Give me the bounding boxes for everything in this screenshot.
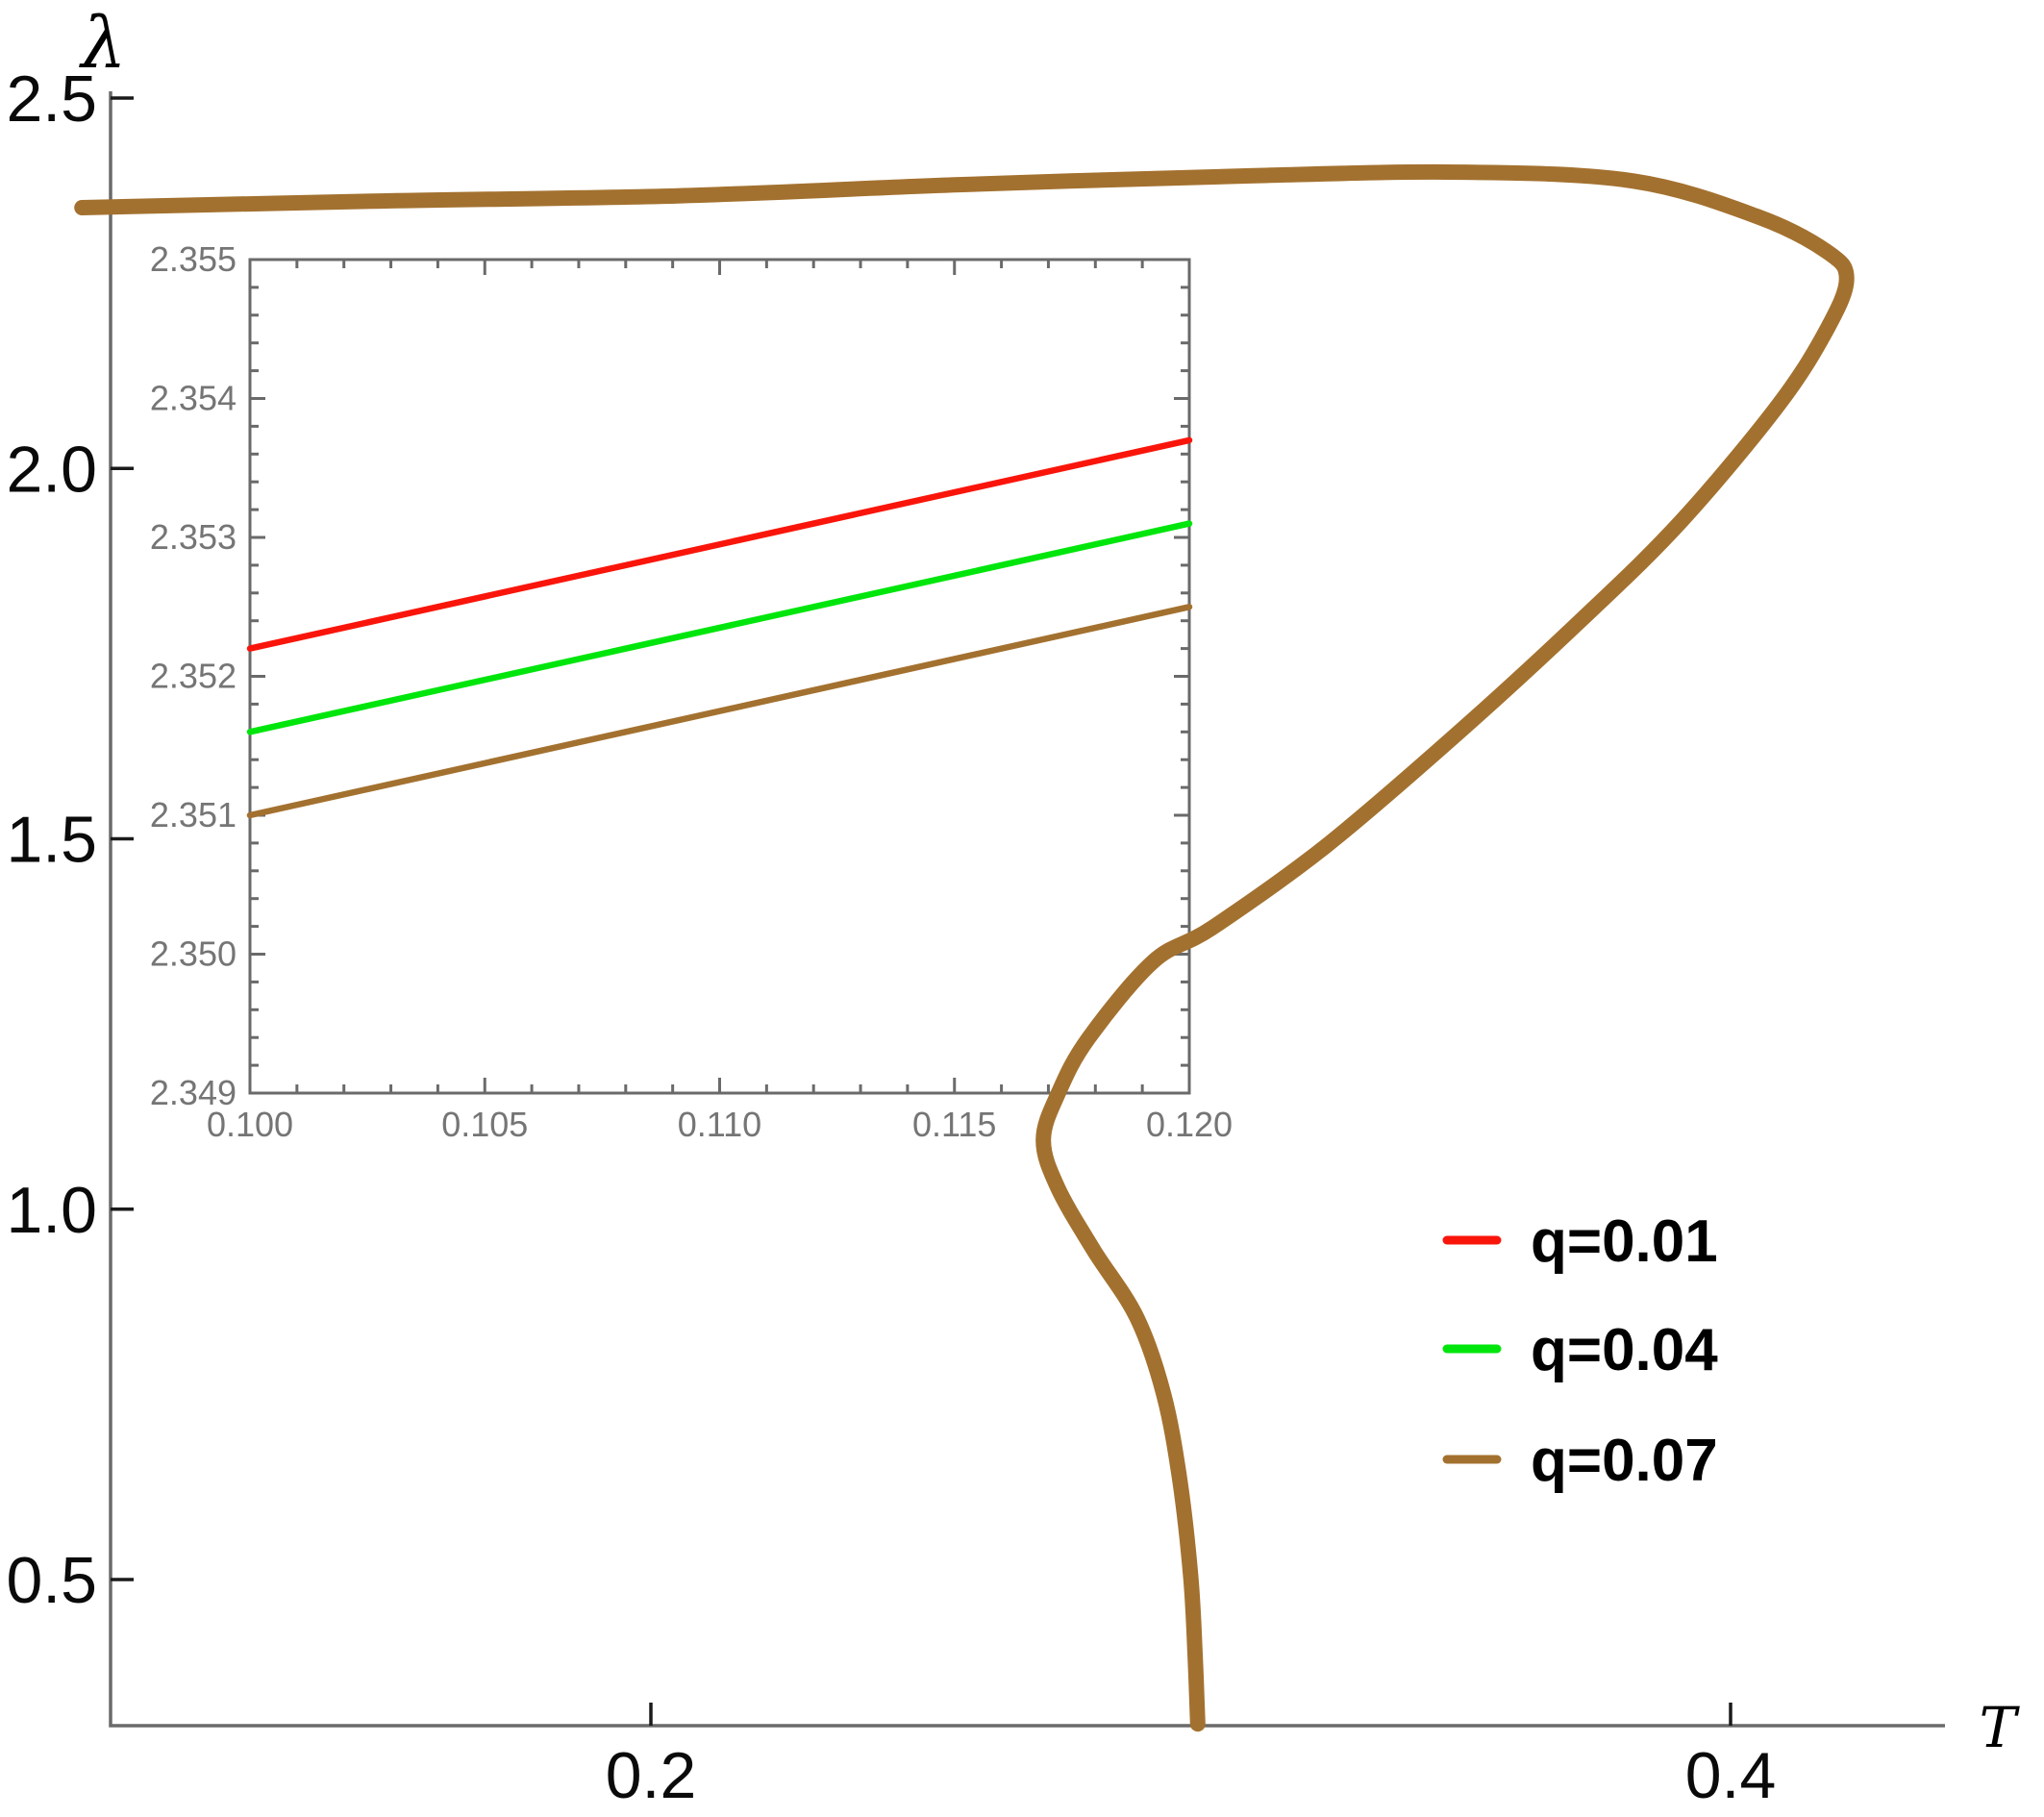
inset-y-tick-label-6: 2.355	[150, 239, 237, 279]
inset-y-tick-label-0: 2.349	[150, 1073, 237, 1112]
inset-line-q007	[246, 604, 1193, 819]
legend-label-3: q=0.07	[1531, 1428, 1718, 1494]
main-y-tick-label-2.5: 2.5	[6, 62, 97, 136]
inset-line-q004	[246, 520, 1193, 735]
main-axis-tick-labels: 2.5 2.0 1.5 1.0 0.5 0.2 0.4	[6, 62, 1776, 1812]
main-x-tick-label-0.2: 0.2	[606, 1739, 697, 1812]
inset-series-lines	[246, 436, 1193, 819]
y-axis-title: λ	[79, 2, 127, 85]
legend-item-q004: q=0.04	[1442, 1317, 1718, 1383]
inset-line-q001	[246, 436, 1193, 652]
main-axis-ticks	[111, 96, 1732, 1726]
inset-y-tick-label-3: 2.352	[150, 657, 237, 696]
main-series-curve	[74, 163, 1855, 1732]
inset-plot: 0.100 0.105 0.110 0.115 0.120 2.349 2.350 2.351…	[150, 239, 1233, 1144]
main-y-tick-label-2: 2.0	[6, 433, 97, 506]
inset-frame-rect	[248, 258, 1191, 1095]
main-y-tick-label-1.5: 1.5	[6, 804, 97, 877]
inset-y-tick-label-2: 2.351	[150, 795, 237, 834]
main-axes-spines	[109, 91, 1945, 1728]
inset-frame	[248, 258, 1191, 1095]
main-y-tick-label-1: 1.0	[6, 1174, 97, 1247]
main-curve-q007	[74, 163, 1855, 1732]
inset-y-tick-label-1: 2.350	[150, 934, 237, 974]
inset-x-tick-label-2: 0.110	[678, 1105, 761, 1144]
inset-x-tick-label-1: 0.105	[441, 1105, 528, 1144]
legend-item-q001: q=0.01	[1442, 1208, 1718, 1275]
legend: q=0.01 q=0.04 q=0.07	[1442, 1208, 1718, 1494]
main-y-tick-label-0.5: 0.5	[6, 1544, 97, 1617]
legend-label-1: q=0.01	[1531, 1208, 1718, 1275]
legend-item-q007: q=0.07	[1442, 1428, 1718, 1494]
inset-x-tick-label-0: 0.100	[207, 1105, 293, 1144]
legend-label-2: q=0.04	[1531, 1317, 1718, 1383]
inset-x-tick-label-4: 0.120	[1146, 1105, 1233, 1144]
inset-y-tick-label-4: 2.353	[150, 517, 237, 557]
inset-x-tick-label-3: 0.115	[912, 1105, 996, 1144]
inset-ticks	[248, 258, 1191, 1095]
inset-y-tick-label-5: 2.354	[150, 379, 237, 418]
main-x-tick-label-0.4: 0.4	[1685, 1739, 1777, 1812]
inset-tick-labels: 0.100 0.105 0.110 0.115 0.120 2.349 2.350 2.351…	[150, 239, 1233, 1144]
main-axes	[109, 91, 1945, 1728]
x-axis-title: T	[1980, 1695, 2021, 1760]
